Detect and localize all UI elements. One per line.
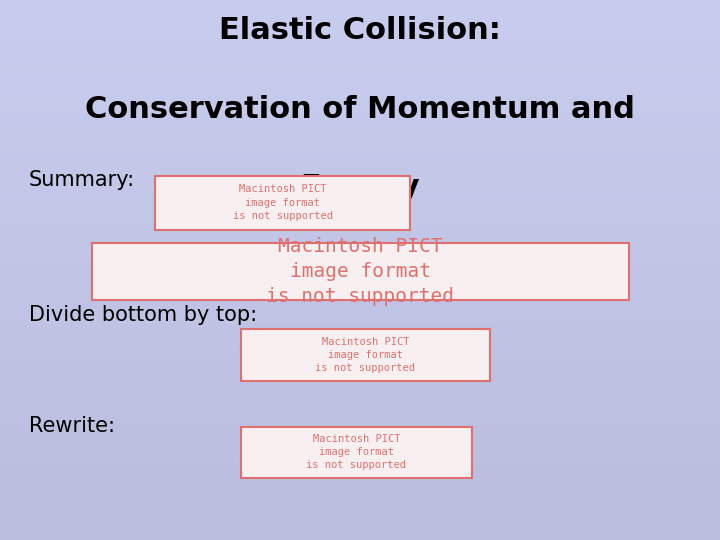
Text: Macintosh PICT
image format
is not supported: Macintosh PICT image format is not suppo… [307,434,406,470]
Text: Elastic Collision:: Elastic Collision: [219,16,501,45]
Text: Macintosh PICT
image format
is not supported: Macintosh PICT image format is not suppo… [266,237,454,306]
FancyBboxPatch shape [155,176,410,230]
Text: Macintosh PICT
image format
is not supported: Macintosh PICT image format is not suppo… [315,337,415,373]
Text: Energy: Energy [300,173,420,202]
Text: Summary:: Summary: [29,170,135,190]
Text: Conservation of Momentum and: Conservation of Momentum and [85,94,635,124]
Text: Macintosh PICT
image format
is not supported: Macintosh PICT image format is not suppo… [233,184,333,221]
FancyBboxPatch shape [241,329,490,381]
Text: Divide bottom by top:: Divide bottom by top: [29,305,257,325]
Text: Rewrite:: Rewrite: [29,416,114,436]
FancyBboxPatch shape [92,243,629,300]
FancyBboxPatch shape [241,427,472,478]
